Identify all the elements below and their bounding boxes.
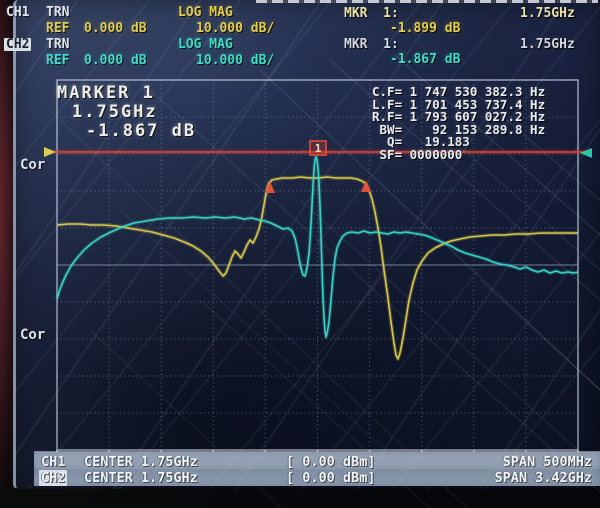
bezel-left	[0, 0, 14, 508]
marker-1-symbol: 1	[315, 142, 322, 155]
bezel-bottom	[0, 488, 600, 508]
ch1-ref-arrow-icon	[44, 147, 56, 157]
ch2-mode: TRN	[46, 37, 70, 52]
status-row-ch1: CH1 CENTER 1.75GHz [ 0.00 dBm] SPAN 500M…	[34, 454, 600, 470]
glare-streak	[459, 79, 600, 201]
status-row-ch2: CH2 CENTER 1.75GHz [ 0.00 dBm] SPAN 3.42…	[34, 470, 600, 486]
glare-streak	[119, 209, 431, 491]
glare-streak	[329, 59, 600, 301]
mkr1-ch1-freq: 1.75GHz	[520, 6, 575, 21]
mkr1-ch2-value: -1.867 dB	[390, 52, 461, 67]
marker-title: MARKER 1	[57, 83, 155, 103]
mkr1-ch2-freq: 1.75GHz	[520, 37, 575, 52]
ch1-ref-value: 0.000 dB	[84, 21, 147, 36]
crt-screen	[13, 0, 600, 489]
glare-streak	[479, 279, 600, 391]
status-ch1-power: [ 0.00 dBm]	[286, 454, 376, 470]
ch2-format: LOG MAG	[178, 37, 233, 52]
ch1-label: CH1	[6, 5, 30, 20]
status-ch2-power: [ 0.00 dBm]	[286, 470, 376, 486]
status-ch1-span: SPAN 500MHz	[502, 454, 592, 470]
cf-line: C.F= 1 747 530 382.3 Hz	[372, 84, 546, 99]
ch2-ref-value: 0.000 dB	[84, 53, 147, 68]
ch1-format: LOG MAG	[178, 5, 233, 20]
glare-streak	[299, 199, 600, 471]
status-ch2-span: SPAN 3.42GHz	[494, 470, 592, 486]
cor-status-upper: Cor	[20, 157, 46, 173]
trace-ch1-yellow	[56, 176, 578, 360]
ch1-mode: TRN	[46, 5, 70, 20]
marker-value: -1.867 dB	[86, 121, 197, 141]
bw-edge-marker-icon	[361, 180, 371, 192]
marker-1-box	[309, 140, 327, 156]
ch2-scale: 10.000 dB/	[196, 53, 275, 68]
bandwidth-analysis-readout: C.F= 1 747 530 382.3 Hz L.F= 1 701 453 7…	[372, 84, 546, 162]
glare-streak	[199, 299, 431, 508]
glare-streak	[429, 119, 600, 271]
status-ch2-center: CENTER 1.75GHz	[84, 470, 198, 486]
clipped-datetime-line	[256, 0, 598, 3]
status-ch1-center: CENTER 1.75GHz	[84, 454, 198, 470]
bw-line: BW= 92 153 289.8 Hz	[372, 121, 546, 137]
ch2-label: CH2	[4, 37, 32, 52]
lf-line: L.F= 1 701 453 737.4 Hz	[372, 96, 546, 112]
rf-line: R.F= 1 793 607 027.2 Hz	[372, 109, 546, 125]
status-ch1-label: CH1	[41, 454, 66, 470]
mkr1-ch1-label: MKR 1:	[344, 6, 399, 21]
ch1-ref-label: REF	[46, 21, 70, 36]
mkr1-ch2-label: MKR 1:	[344, 37, 399, 52]
ch1-yellow-glow	[56, 175, 578, 361]
glare-streak	[394, 54, 600, 236]
marker-frequency: 1.75GHz	[72, 102, 158, 122]
status-bar: CH1 CENTER 1.75GHz [ 0.00 dBm] SPAN 500M…	[34, 452, 600, 486]
ch2-cyan-glow	[55, 155, 579, 339]
mkr1-ch1-value: -1.899 dB	[390, 21, 461, 36]
ch2-ref-arrow-icon	[580, 148, 592, 158]
glare-streak	[259, 69, 600, 391]
q-line: Q= 19.183	[372, 134, 470, 150]
sf-line: SF= 0000000	[372, 146, 463, 162]
bw-edge-marker-icon	[265, 181, 275, 193]
glare-streak	[149, 89, 600, 493]
trace-ch2-cyan	[56, 156, 579, 338]
ch2-ref-label: REF	[46, 53, 70, 68]
status-ch2-label: CH2	[39, 470, 68, 486]
ch1-scale: 10.000 dB/	[196, 21, 275, 36]
cor-status-lower: Cor	[20, 327, 46, 343]
